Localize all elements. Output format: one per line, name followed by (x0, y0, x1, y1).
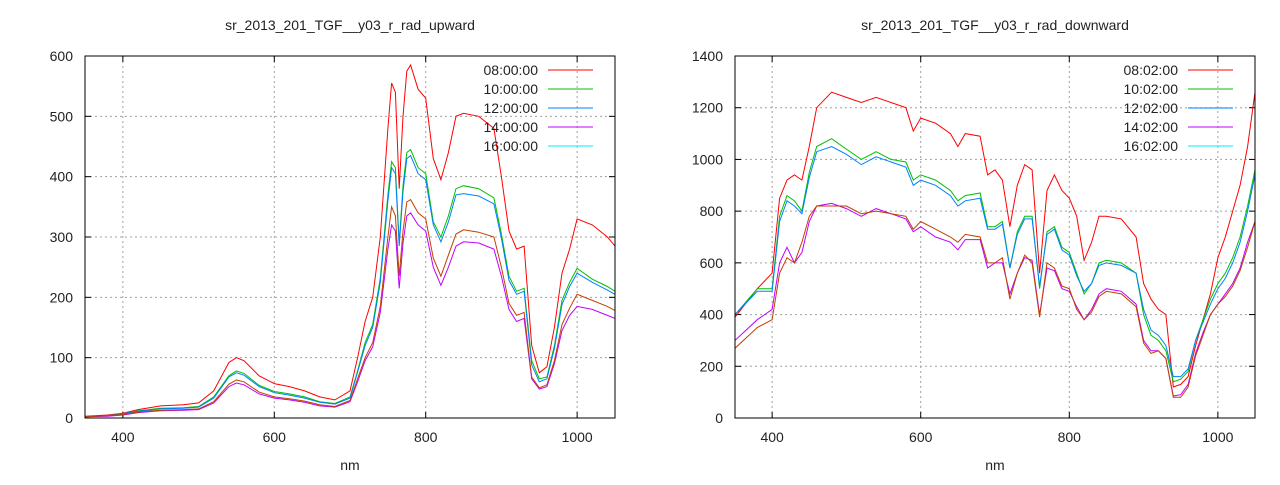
legend-label: 12:02:00 (1124, 100, 1179, 116)
legend-label: 16:00:00 (484, 138, 539, 154)
legend-label: 08:00:00 (484, 62, 539, 78)
x-axis-label: nm (340, 457, 359, 473)
y-tick-label: 200 (700, 358, 724, 374)
x-tick-label: 600 (909, 429, 933, 445)
chart-title: sr_2013_201_TGF__y03_r_rad_downward (861, 17, 1129, 33)
downward-radiance-chart: sr_2013_201_TGF__y03_r_rad_downward nm 4… (692, 17, 1256, 473)
legend-label: 14:02:00 (1124, 119, 1179, 135)
legend-label: 14:00:00 (484, 119, 539, 135)
y-tick-label: 400 (700, 307, 724, 323)
series-line-16-02-00 (735, 205, 1255, 398)
plot-frame (734, 55, 1256, 419)
y-tick-label: 800 (700, 203, 724, 219)
series-line-10-00-00 (85, 148, 615, 418)
x-tick-label: 600 (263, 429, 287, 445)
series-line-16-00-00 (85, 198, 615, 418)
x-axis-label: nm (985, 457, 1004, 473)
series-line-12-02-00 (735, 145, 1255, 378)
series-line-14-02-00 (735, 202, 1255, 397)
legend-label: 12:00:00 (484, 100, 539, 116)
y-tick-label: 200 (50, 289, 74, 305)
x-tick-label: 1000 (562, 429, 593, 445)
legend-label: 16:02:00 (1124, 138, 1179, 154)
series-line-08-02-00 (735, 91, 1255, 388)
x-tick-label: 1000 (1202, 429, 1233, 445)
x-tick-label: 800 (1058, 429, 1082, 445)
y-tick-label: 0 (715, 410, 723, 426)
y-tick-label: 1200 (692, 100, 723, 116)
legend-label: 10:02:00 (1124, 81, 1179, 97)
y-tick-label: 300 (50, 229, 74, 245)
y-tick-label: 100 (50, 350, 74, 366)
legend-label: 08:02:00 (1124, 62, 1179, 78)
legend-label: 10:00:00 (484, 81, 539, 97)
y-tick-label: 600 (50, 48, 74, 64)
series-line-10-02-00 (735, 138, 1255, 383)
plot-frame (84, 55, 616, 419)
series-line-14-00-00 (85, 212, 615, 418)
chart-title: sr_2013_201_TGF__y03_r_rad_upward (225, 17, 475, 33)
series-line-08-00-00 (85, 63, 615, 417)
x-tick-label: 400 (111, 429, 135, 445)
x-tick-label: 400 (760, 429, 784, 445)
upward-radiance-chart: sr_2013_201_TGF__y03_r_rad_upward nm 400… (50, 17, 616, 473)
y-tick-label: 600 (700, 255, 724, 271)
x-tick-label: 800 (414, 429, 438, 445)
y-tick-label: 1400 (692, 48, 723, 64)
y-tick-label: 400 (50, 169, 74, 185)
y-tick-label: 1000 (692, 151, 723, 167)
y-tick-label: 500 (50, 108, 74, 124)
y-tick-label: 0 (65, 410, 73, 426)
series-line-12-00-00 (85, 154, 615, 418)
